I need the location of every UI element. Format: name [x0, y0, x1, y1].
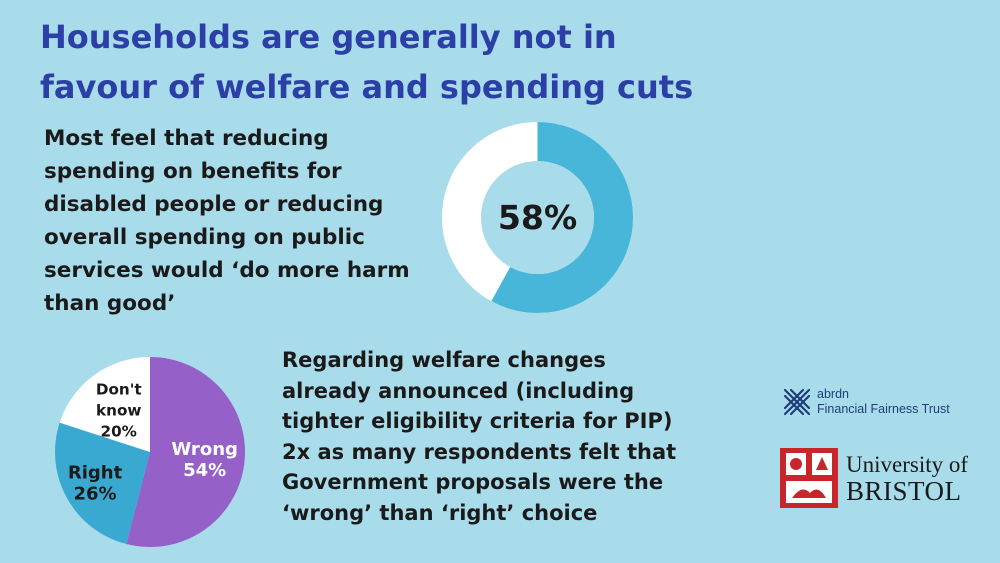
pie-slice-wrong — [126, 357, 245, 547]
pie-slice-wrong-label: Wrong 54% — [171, 439, 238, 481]
pie-slice-right-label: Right 26% — [68, 462, 123, 504]
description-line: Government proposals were the — [282, 470, 664, 494]
donut-description: Most feel that reducing spending on bene… — [44, 122, 444, 320]
pie-value-label: 54% — [183, 460, 226, 481]
page-title: Households are generally not in favour o… — [40, 12, 720, 112]
description-line: disabled people or reducing — [44, 192, 384, 217]
description-line: overall spending on public — [44, 225, 365, 250]
pie-slice-dont-know — [59, 357, 151, 452]
university-of-bristol-logo: University of BRISTOL — [780, 448, 990, 510]
pie-category-label: Wrong — [171, 439, 238, 460]
pie-category-label: know — [96, 402, 141, 420]
abrdn-name: abrdn — [817, 387, 849, 401]
pie-chart: Wrong 54% Right 26% Don't know 20% — [55, 357, 245, 547]
pie-category-label: Right — [68, 462, 123, 483]
pie-category-label: Don't — [96, 381, 142, 399]
bristol-line-2: BRISTOL — [846, 476, 962, 506]
abrdn-logo: abrdn Financial Fairness Trust — [782, 385, 982, 421]
description-line: spending on benefits for — [44, 159, 342, 184]
description-line: 2x as many respondents felt that — [282, 439, 677, 464]
pie-value-label: 20% — [101, 423, 137, 441]
bristol-line-1: University of — [846, 452, 969, 477]
title-line: favour of welfare and spending cuts — [40, 68, 694, 106]
description-line: ‘wrong’ than ‘right’ choice — [282, 500, 598, 525]
abrdn-mark-icon — [783, 388, 811, 416]
donut-center-label: 58% — [498, 198, 577, 237]
description-line: than good’ — [44, 291, 176, 316]
title-line: Households are generally not in — [40, 18, 617, 56]
abrdn-trust-name: Financial Fairness Trust — [817, 402, 950, 416]
description-line: Most feel that reducing — [44, 126, 329, 151]
donut-chart: 58% — [441, 121, 634, 314]
description-line: already announced (including — [282, 378, 635, 403]
pie-slice-right — [55, 422, 150, 545]
bristol-crest-icon — [780, 448, 838, 508]
description-line: services would ‘do more harm — [44, 258, 410, 283]
pie-description: Regarding welfare changes already announ… — [282, 345, 702, 528]
description-line: tighter eligibility criteria for PIP) — [282, 409, 673, 433]
pie-value-label: 26% — [73, 483, 116, 504]
description-line: Regarding welfare changes — [282, 348, 606, 372]
pie-slice-dont-know-label: Don't know 20% — [96, 381, 142, 441]
donut-arc — [441, 121, 634, 314]
